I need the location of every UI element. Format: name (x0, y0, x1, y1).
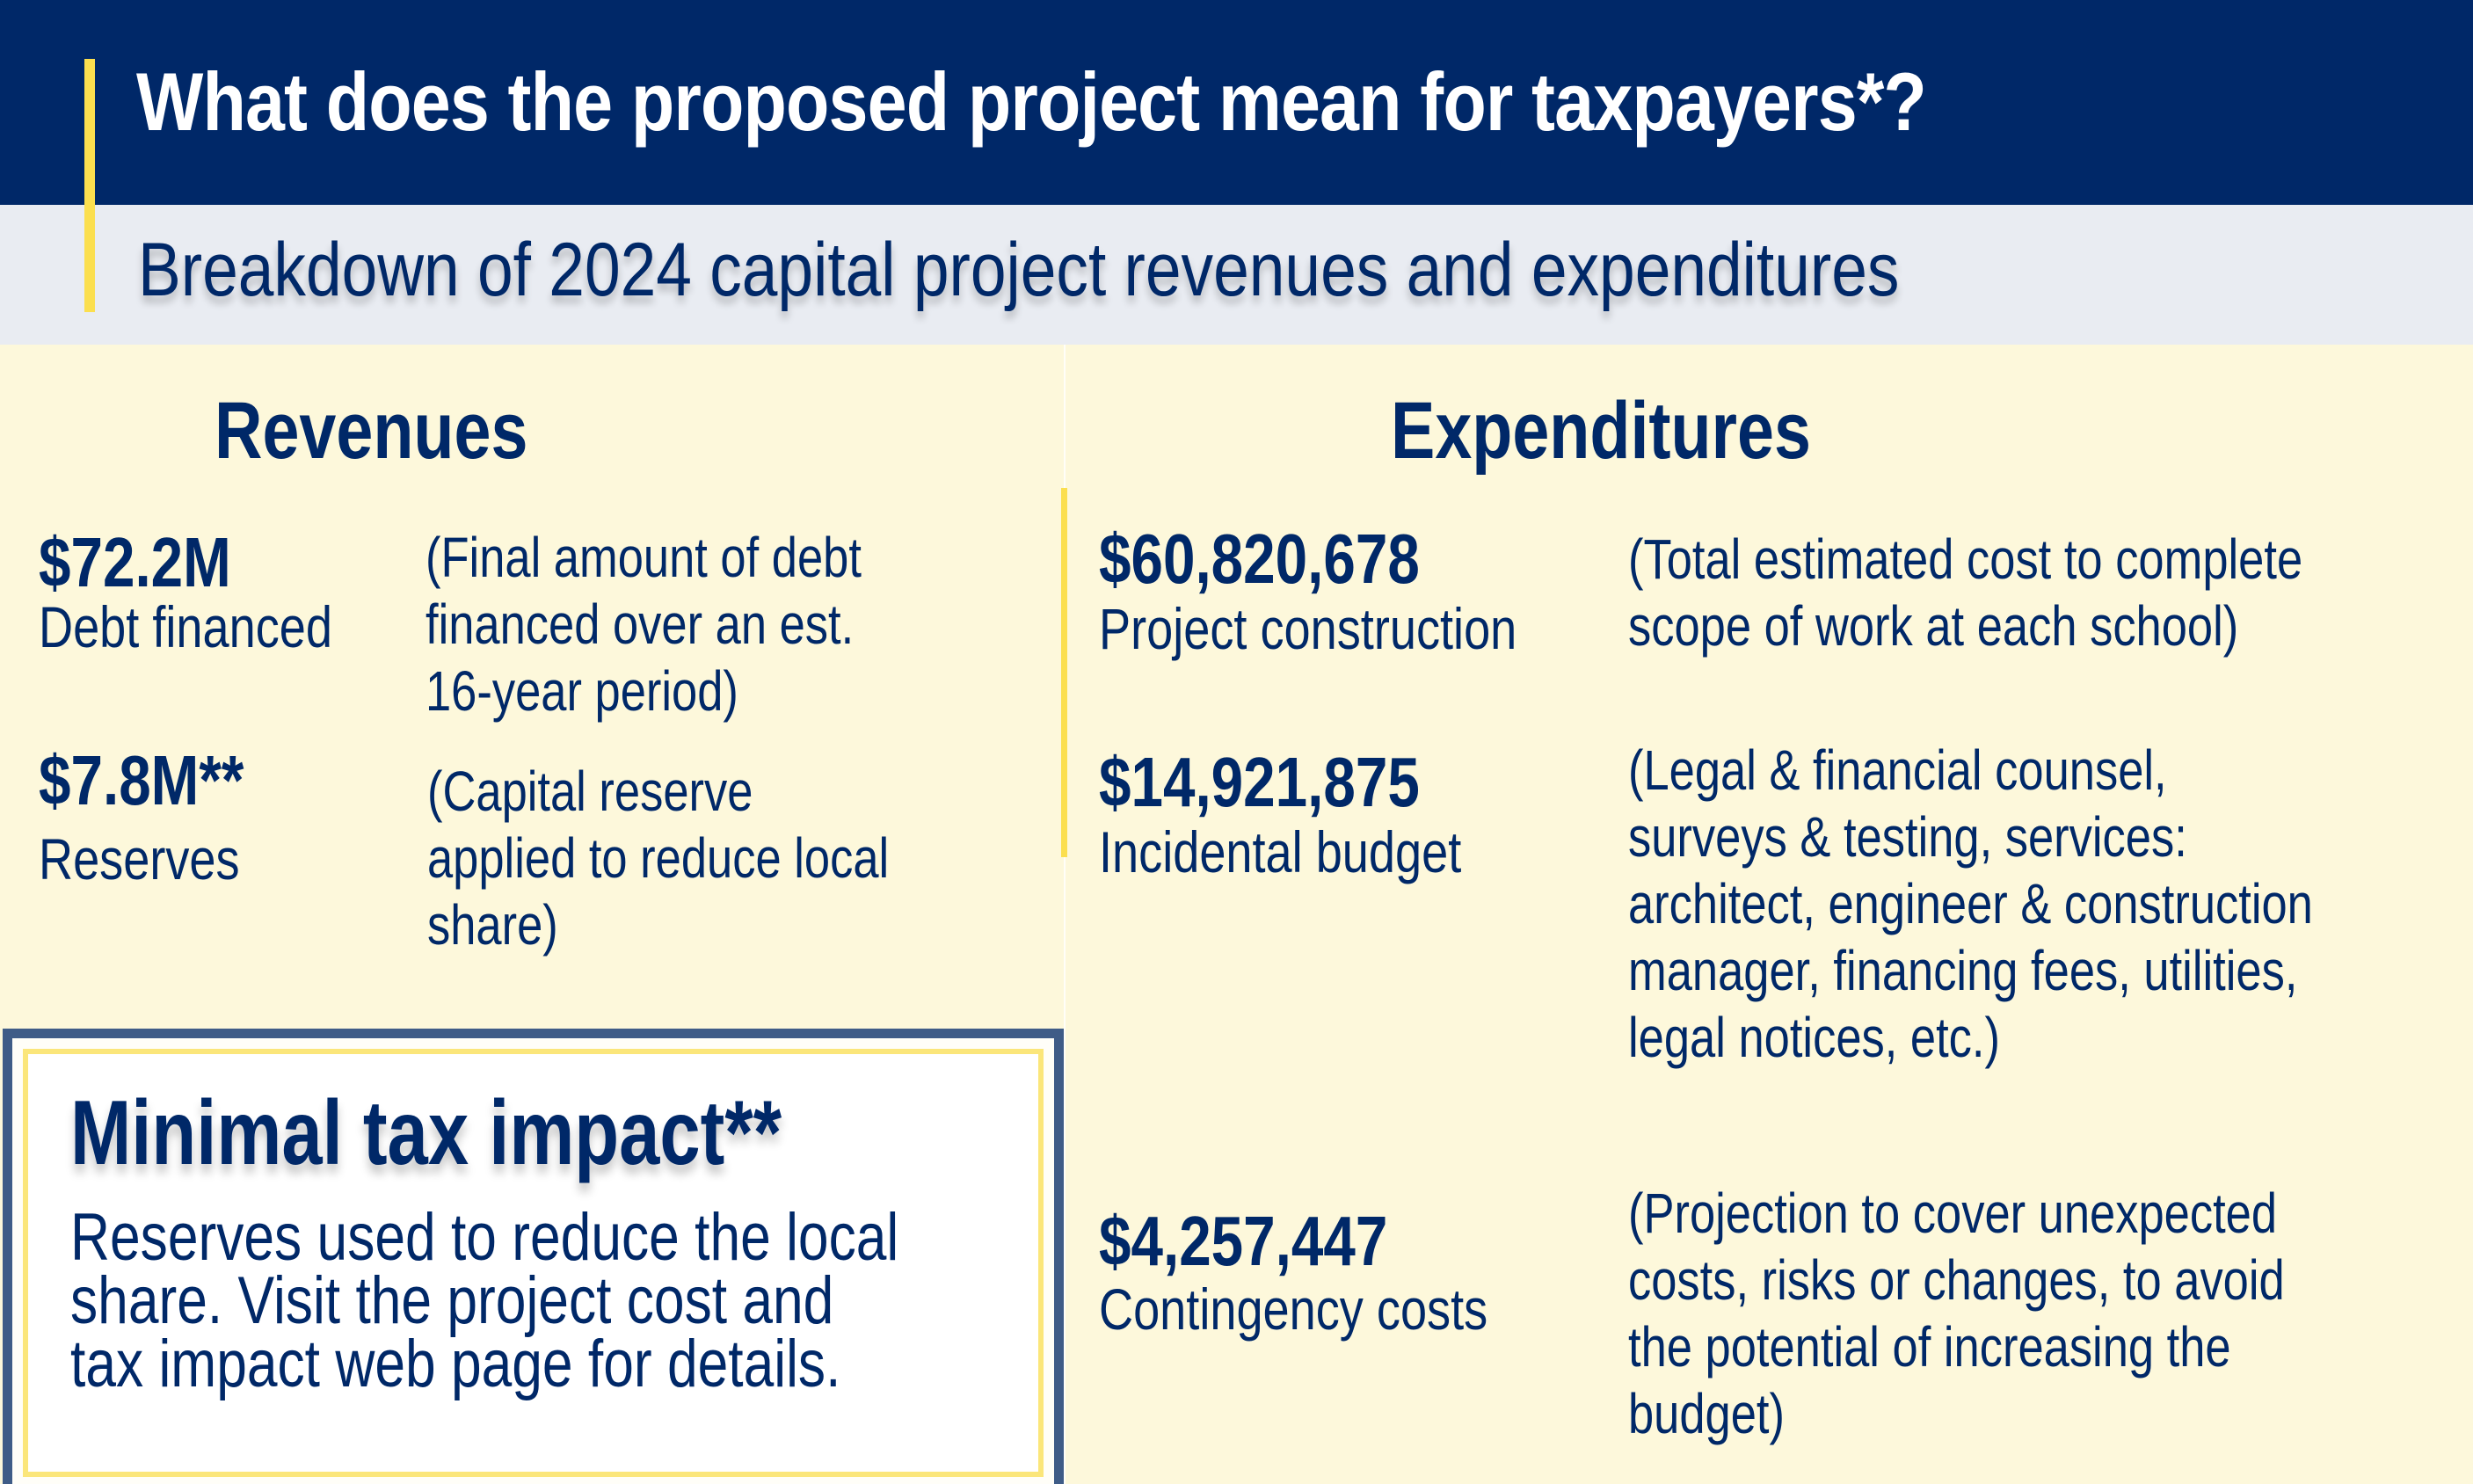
revenue-label-debt: Debt financed (39, 594, 332, 659)
page-title: What does the proposed project mean for … (136, 55, 1927, 148)
expenditure-label-construction: Project construction (1099, 596, 1517, 661)
expenditure-label-incidental: Incidental budget (1099, 819, 1462, 884)
expenditure-amount-incidental: $14,921,875 (1099, 743, 1420, 821)
header-banner (0, 0, 2473, 205)
expenditures-heading: Expenditures (1391, 386, 1811, 476)
revenues-heading: Revenues (215, 386, 528, 476)
column-accent-line (1061, 488, 1067, 857)
expenditure-desc-construction: (Total estimated cost to complete scope … (1628, 527, 2303, 658)
callout-inner-frame (23, 1049, 1044, 1477)
title-accent-bar (84, 59, 95, 312)
revenue-desc-debt: (Final amount of debt financed over an e… (426, 526, 862, 723)
expenditure-desc-contingency: (Projection to cover unexpected costs, r… (1628, 1182, 2285, 1445)
expenditure-amount-construction: $60,820,678 (1099, 520, 1420, 598)
revenue-amount-debt: $72.2M (39, 523, 231, 601)
revenue-label-reserves: Reserves (39, 826, 240, 891)
column-divider (1064, 345, 1066, 1484)
tax-impact-callout (3, 1029, 1064, 1484)
subheader-band (0, 205, 2473, 345)
page-subtitle: Breakdown of 2024 capital project revenu… (138, 228, 1900, 312)
revenue-desc-reserves: (Capital reserve applied to reduce local… (427, 760, 890, 957)
revenue-amount-reserves: $7.8M** (39, 741, 244, 819)
callout-title: Minimal tax impact** (70, 1082, 782, 1184)
expenditure-amount-contingency: $4,257,447 (1099, 1202, 1388, 1280)
expenditure-label-contingency: Contingency costs (1099, 1277, 1488, 1342)
expenditure-desc-incidental: (Legal & financial counsel, surveys & te… (1628, 738, 2313, 1069)
callout-body: Reserves used to reduce the local share.… (70, 1200, 899, 1401)
